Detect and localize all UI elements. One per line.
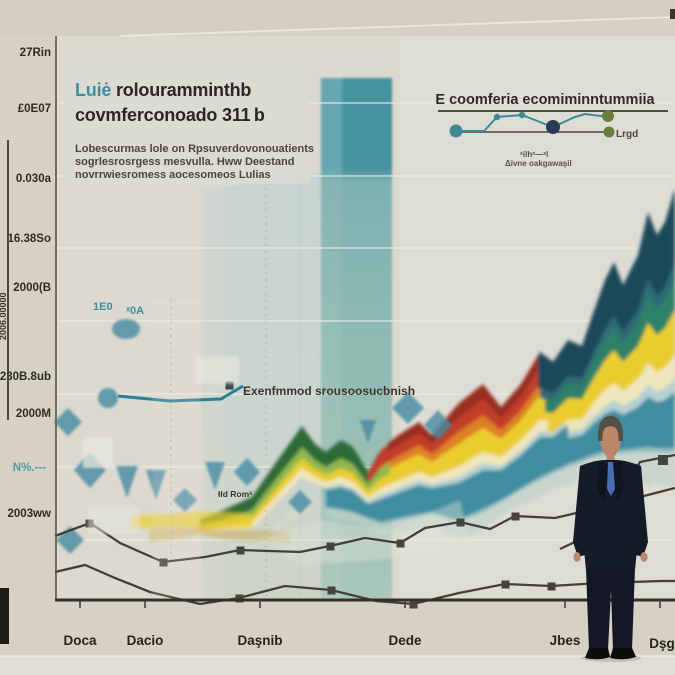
svg-text:ˣ0A: ˣ0A (125, 305, 144, 317)
svg-text:Jbes: Jbes (550, 633, 581, 648)
svg-text:Exenfmmod srousoosucbnish: Exenfmmod srousoosucbnish (243, 384, 415, 398)
svg-text:Dede: Dede (388, 633, 422, 648)
svg-text:16.38So: 16.38So (8, 233, 51, 245)
svg-text:27Rin: 27Rin (20, 47, 51, 59)
svg-text:£0E07: £0E07 (18, 103, 51, 115)
svg-text:1E0: 1E0 (93, 301, 113, 313)
svg-text:sogrlesrosrgess mesvulla. Hww: sogrlesrosrgess mesvulla. Hww Deestand (75, 156, 294, 168)
svg-text:2006.00000: 2006.00000 (0, 292, 8, 340)
svg-text:Daşnib: Daşnib (237, 633, 282, 648)
svg-text:Doca: Doca (63, 633, 97, 648)
svg-text:Luiė rolouramminthb: Luiė rolouramminthb (75, 80, 251, 100)
svg-text:ˣilhˣ—ˣl: ˣilhˣ—ˣl (519, 150, 548, 159)
svg-text:Lobescurmas lole on Rpsuverdov: Lobescurmas lole on Rpsuverdovonouatient… (75, 143, 314, 155)
svg-text:0.030a: 0.030a (16, 173, 52, 185)
svg-text:covmferconoado 311 b: covmferconoado 311 b (75, 105, 265, 125)
svg-text:Δivne oakgawaşil: Δivne oakgawaşil (505, 159, 572, 168)
svg-text:E coomferia ecomiminntummiia: E coomferia ecomiminntummiia (435, 92, 655, 108)
svg-text:N%.---: N%.--- (13, 462, 46, 474)
svg-text:2000(B: 2000(B (13, 282, 51, 294)
svg-text:Lrgd: Lrgd (616, 129, 638, 140)
svg-text:Dşg: Dşg (649, 636, 675, 651)
svg-text:230B.8ub: 230B.8ub (0, 371, 51, 383)
svg-text:novrrwiesromess aocesomeos Lul: novrrwiesromess aocesomeos Lulias (75, 169, 271, 181)
svg-text:2003ww: 2003ww (8, 508, 52, 520)
svg-text:Dacio: Dacio (127, 633, 164, 648)
svg-text:łld Romˣ: łld Romˣ (218, 489, 253, 499)
svg-text:2000M: 2000M (16, 408, 51, 420)
